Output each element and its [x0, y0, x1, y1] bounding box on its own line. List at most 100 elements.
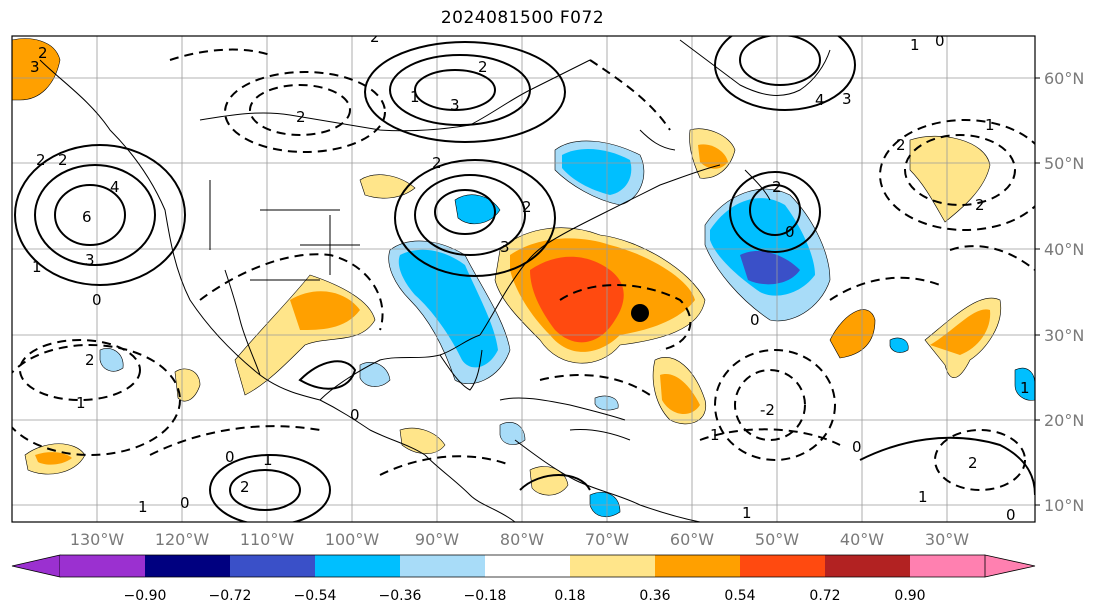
- lon-label: 100°W: [325, 530, 380, 549]
- colorbar-tick-label: −0.54: [294, 588, 337, 604]
- contour-label: 0: [1006, 506, 1016, 524]
- contour-label: 1: [263, 451, 273, 469]
- colorbar-tick-label: −0.72: [209, 588, 252, 604]
- map-frame: [11, 35, 1036, 523]
- warm-anomaly-region: [909, 135, 991, 223]
- lon-label: 130°W: [70, 530, 125, 549]
- lon-label: 80°W: [500, 530, 544, 549]
- contour-label: 0: [750, 311, 760, 329]
- contour-label: 6: [82, 208, 92, 226]
- black-dot-marker: [631, 304, 649, 322]
- warm-anomaly-region: [529, 466, 569, 496]
- colorbar-swatch: [825, 555, 910, 577]
- warm-anomaly-region: [530, 256, 624, 343]
- contour-label: 1: [918, 488, 928, 506]
- colorbar-swatch: [655, 555, 740, 577]
- lat-label: 10°N: [1044, 496, 1084, 515]
- cold-anomaly-region: [1014, 367, 1035, 401]
- longitude-labels: 130°W 120°W 110°W 100°W 90°W 80°W 70°W 6…: [70, 530, 969, 549]
- contour-label: 0: [350, 406, 360, 424]
- contour-label: 2: [968, 454, 978, 472]
- contour-label: 3: [450, 96, 460, 114]
- warm-anomaly-region: [290, 291, 360, 330]
- contour-label: 1: [76, 394, 86, 412]
- contour-label: 2: [522, 198, 532, 216]
- lon-label: 50°W: [755, 530, 799, 549]
- colorbar-swatch: [740, 555, 825, 577]
- colorbar-swatch: [570, 555, 655, 577]
- contour-label: 2: [58, 151, 68, 169]
- lon-label: 40°W: [840, 530, 884, 549]
- contour-label: 0: [180, 494, 190, 512]
- contour-label: 2: [432, 154, 442, 172]
- cold-anomaly-region: [499, 421, 526, 445]
- colorbar-swatch: [230, 555, 315, 577]
- cold-anomaly-region: [454, 194, 501, 225]
- contour-label: 2: [85, 351, 95, 369]
- contour-label: 1: [410, 88, 420, 106]
- warm-anomaly-region: [12, 38, 61, 101]
- contour-label: 1: [32, 258, 42, 276]
- contour-label: 0: [852, 438, 862, 456]
- contour-label: 2: [296, 108, 306, 126]
- lon-label: 120°W: [155, 530, 210, 549]
- warm-anomaly-region: [829, 309, 876, 359]
- cold-anomaly-region: [889, 337, 909, 353]
- contour-label: 0: [225, 448, 235, 466]
- contour-label: 4: [110, 178, 120, 196]
- cold-anomaly-region: [99, 348, 124, 372]
- contour-label: 2: [772, 178, 782, 196]
- graticule: [12, 36, 1035, 522]
- warm-anomaly-region: [660, 374, 700, 415]
- colorbar-tick-label: −0.18: [464, 588, 507, 604]
- contour-label: 1: [985, 116, 995, 134]
- colorbar-tick-label: 0.72: [809, 588, 840, 604]
- contour-label: 2: [240, 478, 250, 496]
- lon-label: 110°W: [240, 530, 295, 549]
- colorbar-tick-label: −0.36: [379, 588, 422, 604]
- contour-label: 1: [910, 36, 920, 54]
- positive-contours: [14, 36, 1035, 522]
- contour-label: 0: [935, 32, 945, 50]
- contour-label: 2: [370, 28, 380, 46]
- cold-anomaly-region: [740, 250, 800, 285]
- colorbar-tick-label: 0.36: [639, 588, 670, 604]
- lon-label: 70°W: [585, 530, 629, 549]
- contour-label: 2: [36, 151, 46, 169]
- warm-anomaly-region: [35, 452, 72, 465]
- contour-label: 2: [38, 44, 48, 62]
- contour-label: 1: [138, 498, 148, 516]
- contour-label: 4: [815, 91, 825, 109]
- contour-label: 0: [785, 223, 795, 241]
- contour-label: 3: [85, 251, 95, 269]
- lon-label: 30°W: [925, 530, 969, 549]
- contour-label: 2: [896, 136, 906, 154]
- colorbar-tick-label: 0.54: [724, 588, 755, 604]
- cold-anomaly-region: [589, 492, 621, 518]
- contour-label: 1: [1020, 379, 1030, 397]
- colorbar-swatch: [315, 555, 400, 577]
- contour-label: 3: [842, 90, 852, 108]
- contour-label: 2: [478, 58, 488, 76]
- contour-label: 0: [92, 291, 102, 309]
- contour-label: 1: [742, 504, 752, 522]
- colorbar-max-extend: [984, 554, 1036, 578]
- colorbar-swatch: [145, 555, 230, 577]
- cold-anomaly-region: [562, 148, 632, 195]
- lat-label: 20°N: [1044, 411, 1084, 430]
- contour-label: 3: [500, 238, 510, 256]
- colorbar-min-extend: [11, 554, 61, 578]
- contour-label: 3: [30, 58, 40, 76]
- contour-labels: 2 3 2 2 4 6 1 3 1 0 2 2 3 2 4 3 1 0 2 2 …: [30, 28, 1030, 524]
- contour-label: 1: [710, 426, 720, 444]
- lat-label: 50°N: [1044, 154, 1084, 173]
- contour-label: -2: [760, 401, 775, 419]
- negative-contours: [12, 48, 1035, 491]
- colorbar-tick-label: 0.18: [554, 588, 585, 604]
- colorbar-swatch: [910, 555, 985, 577]
- map-title: 2024081500 F072: [440, 8, 605, 28]
- lat-label: 30°N: [1044, 326, 1084, 345]
- colorbar-tick-label: 0.90: [894, 588, 925, 604]
- colorbar-tick-label: −0.90: [124, 588, 167, 604]
